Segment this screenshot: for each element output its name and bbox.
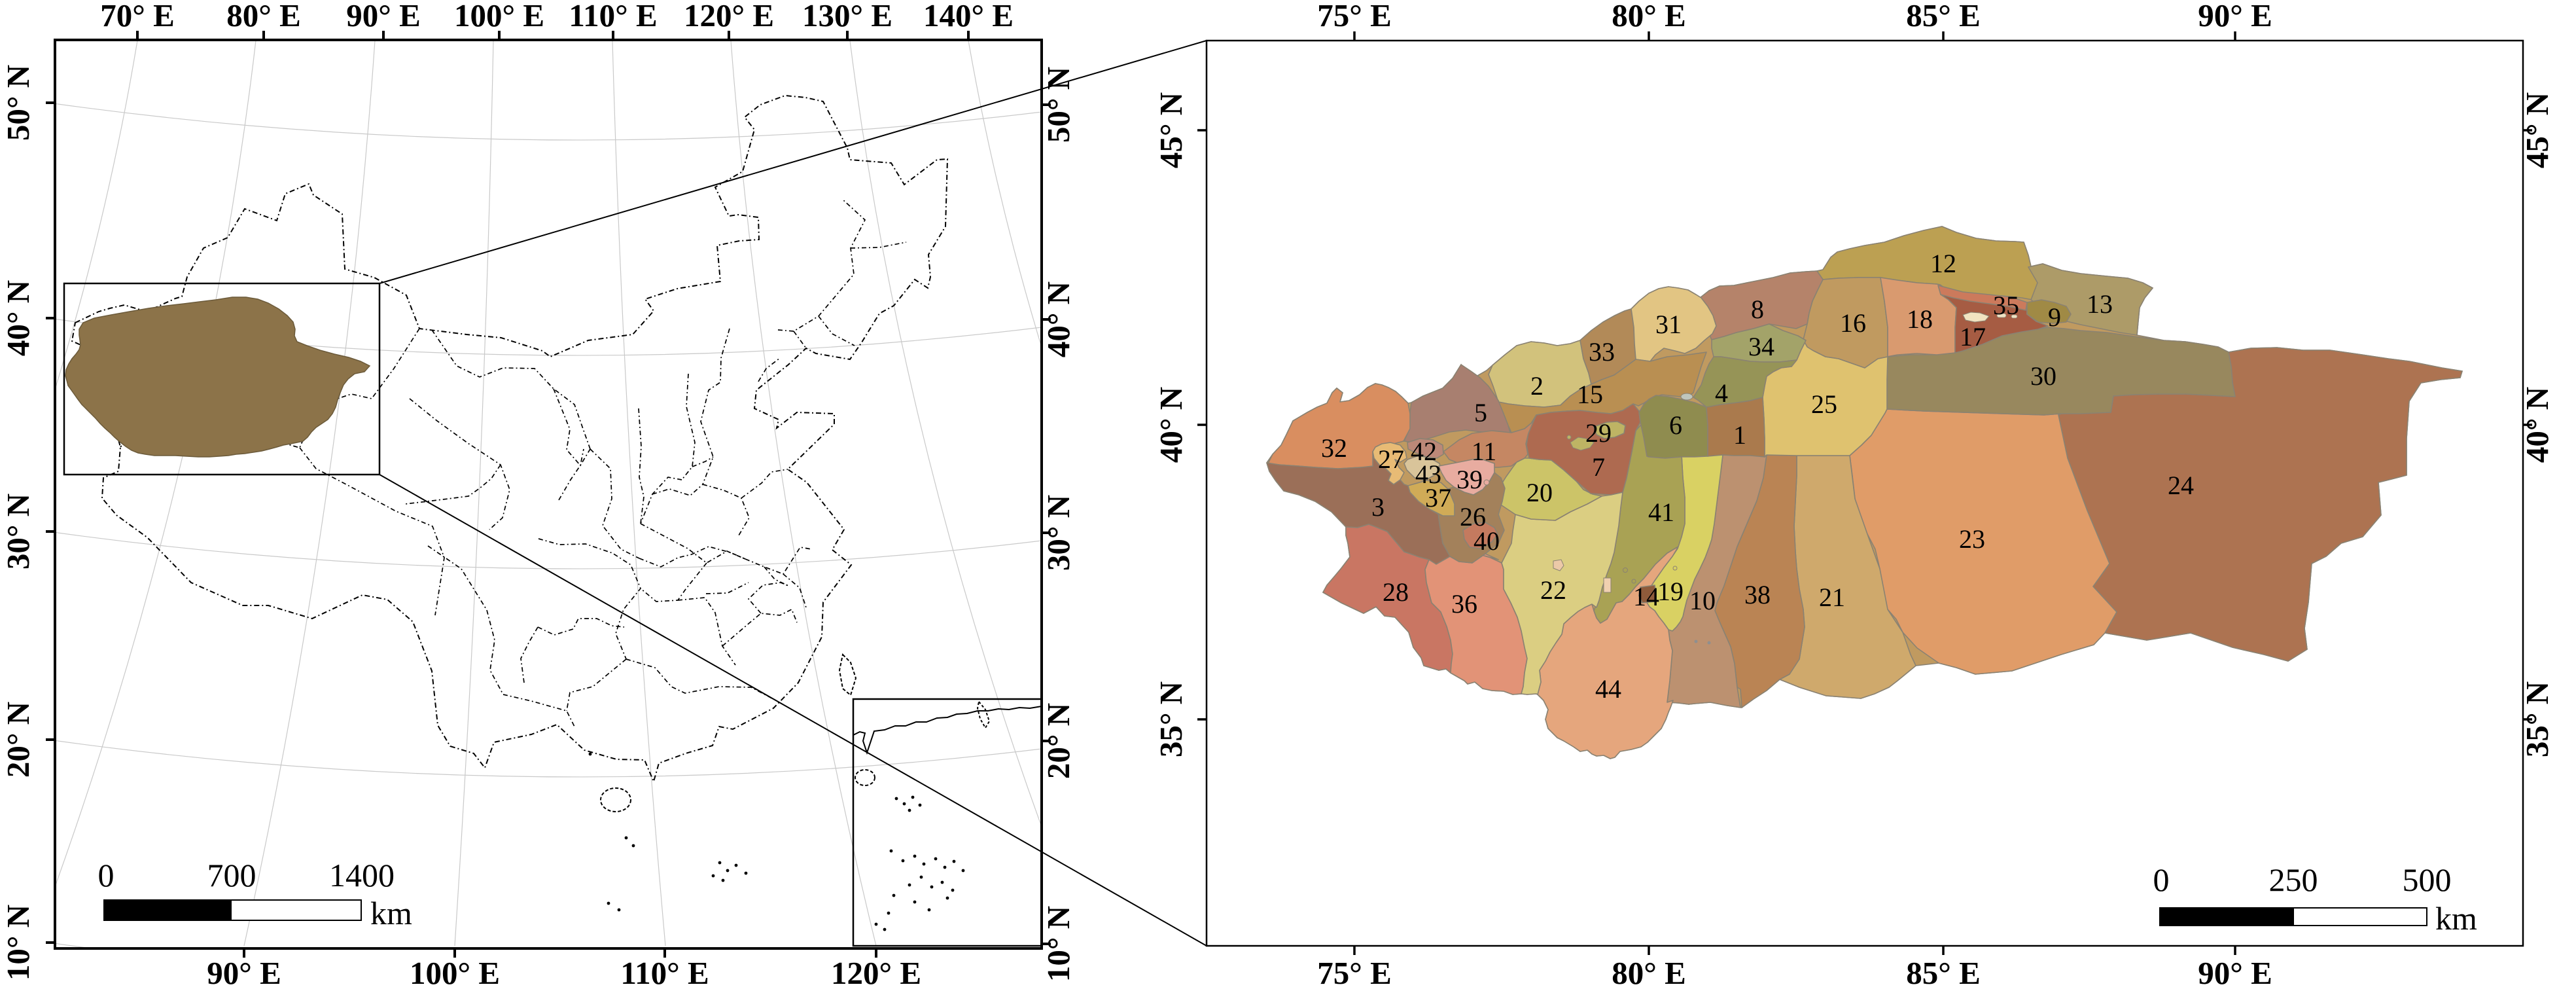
svg-text:40° N: 40° N	[1040, 281, 1076, 357]
svg-text:7: 7	[1592, 452, 1605, 482]
svg-text:35° N: 35° N	[2519, 681, 2555, 757]
svg-text:90° E: 90° E	[346, 0, 421, 33]
svg-text:14: 14	[1633, 582, 1659, 611]
svg-text:15: 15	[1577, 380, 1603, 409]
svg-text:500: 500	[2403, 861, 2452, 898]
svg-text:20° N: 20° N	[1040, 703, 1076, 779]
svg-text:75° E: 75° E	[1317, 0, 1392, 33]
svg-text:40° N: 40° N	[0, 280, 36, 356]
svg-text:80° E: 80° E	[226, 0, 301, 33]
svg-text:13: 13	[2087, 289, 2113, 319]
svg-text:32: 32	[1321, 433, 1347, 463]
svg-text:km: km	[370, 895, 412, 931]
svg-text:31: 31	[1655, 310, 1682, 339]
svg-text:24: 24	[2168, 471, 2194, 500]
svg-text:85° E: 85° E	[1906, 955, 1981, 988]
svg-text:30° N: 30° N	[0, 494, 36, 569]
svg-text:3: 3	[1371, 492, 1385, 522]
svg-text:40° N: 40° N	[1153, 387, 1189, 463]
svg-text:9: 9	[2048, 302, 2061, 332]
svg-text:5: 5	[1474, 398, 1487, 427]
svg-text:41: 41	[1648, 497, 1674, 527]
svg-text:36: 36	[1451, 589, 1477, 619]
svg-text:29: 29	[1585, 418, 1612, 448]
svg-text:34: 34	[1748, 332, 1774, 361]
svg-text:120° E: 120° E	[684, 0, 774, 33]
svg-text:90° E: 90° E	[2198, 955, 2272, 988]
svg-text:100° E: 100° E	[454, 0, 544, 33]
svg-text:30: 30	[2030, 361, 2056, 391]
svg-text:35° N: 35° N	[1153, 681, 1189, 757]
svg-text:75° E: 75° E	[1317, 955, 1392, 988]
svg-text:2: 2	[1530, 371, 1544, 401]
svg-text:130° E: 130° E	[802, 0, 892, 33]
svg-text:100° E: 100° E	[410, 955, 500, 988]
svg-text:30° N: 30° N	[1040, 495, 1076, 571]
svg-text:1400: 1400	[329, 857, 395, 893]
svg-text:10: 10	[1689, 586, 1716, 615]
svg-text:25: 25	[1811, 389, 1837, 419]
svg-text:35: 35	[1993, 291, 2019, 320]
svg-text:39: 39	[1456, 465, 1483, 494]
svg-text:10° N: 10° N	[1040, 906, 1076, 982]
svg-text:700: 700	[207, 857, 256, 893]
svg-text:120° E: 120° E	[831, 955, 921, 988]
svg-text:18: 18	[1907, 304, 1933, 334]
svg-text:90° E: 90° E	[207, 955, 281, 988]
svg-text:17: 17	[1960, 322, 1986, 351]
svg-text:20: 20	[1526, 478, 1553, 507]
svg-text:45° N: 45° N	[1153, 92, 1189, 168]
svg-text:4: 4	[1715, 378, 1728, 408]
svg-text:12: 12	[1930, 249, 1956, 278]
svg-text:90° E: 90° E	[2198, 0, 2272, 33]
svg-text:20° N: 20° N	[0, 702, 36, 778]
svg-text:23: 23	[1959, 524, 1985, 554]
svg-text:110° E: 110° E	[620, 955, 709, 988]
svg-text:11: 11	[1472, 437, 1497, 466]
svg-text:140° E: 140° E	[923, 0, 1014, 33]
svg-text:6: 6	[1669, 410, 1682, 440]
svg-text:1: 1	[1733, 420, 1746, 450]
svg-text:85° E: 85° E	[1906, 0, 1981, 33]
svg-text:43: 43	[1415, 459, 1441, 489]
svg-text:38: 38	[1744, 580, 1771, 609]
svg-text:50° N: 50° N	[0, 65, 36, 141]
svg-text:250: 250	[2269, 861, 2318, 898]
svg-text:80° E: 80° E	[1612, 955, 1686, 988]
svg-text:21: 21	[1819, 583, 1845, 612]
svg-text:km: km	[2435, 900, 2477, 937]
svg-text:10° N: 10° N	[0, 905, 36, 981]
svg-text:19: 19	[1657, 577, 1684, 606]
svg-text:26: 26	[1460, 502, 1486, 532]
svg-text:45° N: 45° N	[2519, 92, 2555, 168]
svg-text:37: 37	[1425, 483, 1451, 513]
svg-text:80° E: 80° E	[1612, 0, 1686, 33]
svg-text:0: 0	[98, 857, 115, 893]
svg-text:44: 44	[1595, 674, 1621, 704]
svg-text:16: 16	[1840, 308, 1866, 338]
svg-text:28: 28	[1383, 577, 1409, 607]
svg-text:27: 27	[1378, 444, 1404, 474]
svg-text:42: 42	[1411, 437, 1437, 466]
svg-text:33: 33	[1589, 337, 1615, 367]
svg-text:70° E: 70° E	[100, 0, 175, 33]
svg-text:40: 40	[1473, 526, 1500, 556]
svg-text:22: 22	[1540, 575, 1566, 605]
svg-text:8: 8	[1751, 295, 1764, 324]
svg-text:50° N: 50° N	[1040, 67, 1076, 143]
svg-text:40° N: 40° N	[2519, 387, 2555, 463]
svg-text:0: 0	[2153, 861, 2170, 898]
svg-text:110° E: 110° E	[569, 0, 657, 33]
